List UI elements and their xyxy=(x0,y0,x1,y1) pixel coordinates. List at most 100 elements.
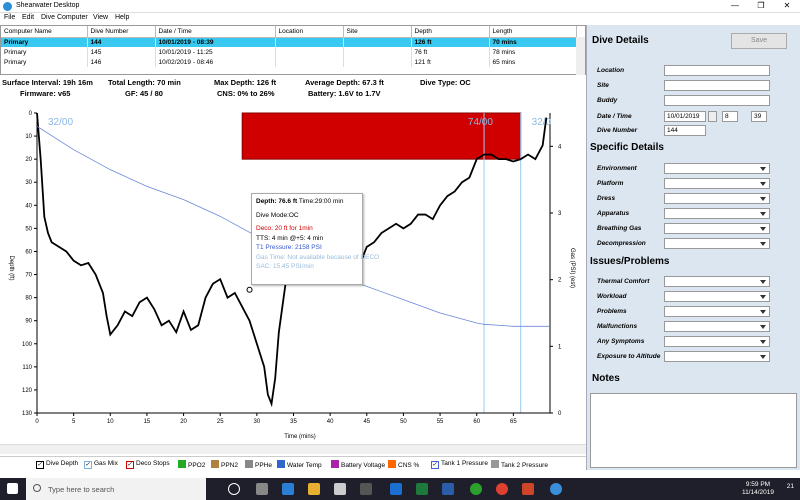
checkbox-unchecked-icon[interactable] xyxy=(178,460,186,468)
quickbooks-icon[interactable] xyxy=(470,483,482,495)
column-header[interactable]: Date / Time xyxy=(155,26,276,38)
taskbar-search[interactable]: Type here to search xyxy=(26,478,206,500)
store-icon[interactable] xyxy=(334,483,346,495)
issues-dropdown[interactable] xyxy=(664,336,770,347)
close-button[interactable]: ✕ xyxy=(783,1,791,10)
specific-dropdown[interactable] xyxy=(664,238,770,249)
legend-item[interactable]: ✓ Tank 1 Pressure xyxy=(431,460,488,469)
table-row[interactable]: Primary 144 10/01/2019 - 08:39 126 ft 70… xyxy=(1,37,577,47)
title-bar: Shearwater Desktop — ❐ ✕ xyxy=(0,0,800,13)
shearwater-taskbar-icon[interactable] xyxy=(550,483,562,495)
column-header[interactable]: Location xyxy=(275,26,344,38)
legend-label: PPHe xyxy=(255,462,272,469)
column-header[interactable]: Length xyxy=(489,26,577,38)
specific-dropdown[interactable] xyxy=(664,178,770,189)
buddy-input[interactable] xyxy=(664,95,770,106)
checkbox-unchecked-icon[interactable] xyxy=(331,460,339,468)
checkbox-checked-icon[interactable]: ✓ xyxy=(84,461,92,469)
legend-item[interactable]: ✓ Gas Mix xyxy=(84,460,118,469)
checkbox-unchecked-icon[interactable] xyxy=(211,460,219,468)
issues-dropdown[interactable] xyxy=(664,291,770,302)
date-input[interactable]: 10/01/2019 xyxy=(664,111,706,122)
column-header[interactable]: Dive Number xyxy=(87,26,156,38)
minute-spinner[interactable]: 39 xyxy=(751,111,767,122)
menu-help[interactable]: Help xyxy=(115,14,130,21)
save-button[interactable]: Save xyxy=(731,33,787,49)
maximize-button[interactable]: ❐ xyxy=(757,1,765,10)
checkbox-checked-icon[interactable]: ✓ xyxy=(36,461,44,469)
cns-range: CNS: 0% to 26% xyxy=(217,89,275,98)
location-input[interactable] xyxy=(664,65,770,76)
legend-item[interactable]: Battery Voltage xyxy=(331,460,385,469)
checkbox-unchecked-icon[interactable] xyxy=(245,460,253,468)
dive-number-input[interactable]: 144 xyxy=(664,125,706,136)
excel-icon[interactable] xyxy=(416,483,428,495)
edge-icon[interactable] xyxy=(282,483,294,495)
word-icon[interactable] xyxy=(442,483,454,495)
chevron-down-icon xyxy=(760,167,766,171)
specific-dropdown[interactable] xyxy=(664,223,770,234)
legend-label: Tank 2 Pressure xyxy=(501,462,548,469)
legend-item[interactable]: Tank 2 Pressure xyxy=(491,460,548,469)
issues-dropdown[interactable] xyxy=(664,306,770,317)
legend-item[interactable]: PPO2 xyxy=(178,460,205,469)
x-axis-label: Time (mins) xyxy=(284,434,315,440)
y-tick-label: 30 xyxy=(25,180,32,186)
file-explorer-icon[interactable] xyxy=(308,483,320,495)
legend-item[interactable]: PPHe xyxy=(245,460,272,469)
notes-textarea[interactable] xyxy=(590,393,797,468)
minimize-button[interactable]: — xyxy=(731,1,739,10)
app-icon-2[interactable] xyxy=(360,483,372,495)
legend-item[interactable]: CNS % xyxy=(388,460,419,469)
checkbox-unchecked-icon[interactable] xyxy=(277,460,285,468)
table-scrollbar[interactable] xyxy=(576,37,585,75)
chevron-down-icon xyxy=(760,355,766,359)
y2-axis-label: Gas (PSI) (est) xyxy=(569,248,575,288)
column-header[interactable]: Depth xyxy=(411,26,490,38)
task-view-icon[interactable] xyxy=(256,483,268,495)
table-cell: 76 ft xyxy=(411,47,490,57)
menu-file[interactable]: File xyxy=(4,14,16,21)
tooltip-sac: SAC: 15.45 PSI/min xyxy=(256,263,314,270)
legend-label: PPN2 xyxy=(221,462,238,469)
issues-dropdown[interactable] xyxy=(664,351,770,362)
outlook-icon[interactable] xyxy=(390,483,402,495)
table-row[interactable]: Primary 145 10/01/2019 - 11:25 76 ft 78 … xyxy=(1,47,577,57)
site-input[interactable] xyxy=(664,80,770,91)
menu-edit[interactable]: Edit xyxy=(22,14,35,21)
issues-dropdown[interactable] xyxy=(664,321,770,332)
windows-start-icon[interactable] xyxy=(7,483,18,494)
table-cell: 78 mins xyxy=(489,47,577,57)
chart-scrollbar[interactable] xyxy=(0,444,586,454)
hover-marker xyxy=(246,286,253,293)
calendar-icon[interactable] xyxy=(708,111,717,122)
legend-item[interactable]: ✓ Deco Stops xyxy=(126,460,170,469)
specific-dropdown[interactable] xyxy=(664,208,770,219)
issues-dropdown[interactable] xyxy=(664,276,770,287)
gas-mix-label: 32/0 xyxy=(532,117,552,128)
hour-spinner[interactable]: 8 xyxy=(722,111,738,122)
specific-dropdown[interactable] xyxy=(664,193,770,204)
chrome-icon[interactable] xyxy=(496,483,508,495)
column-header[interactable]: Computer Name xyxy=(1,26,88,38)
powerpoint-icon[interactable] xyxy=(522,483,534,495)
table-row[interactable]: Primary 146 10/02/2019 - 08:46 121 ft 65… xyxy=(1,57,577,67)
cortana-icon[interactable] xyxy=(228,483,240,495)
notifications-icon[interactable]: 21 xyxy=(786,483,794,490)
column-header[interactable]: Site xyxy=(343,26,412,38)
system-clock[interactable]: 9:59 PM 11/14/2019 xyxy=(742,481,774,497)
app-icon xyxy=(3,2,12,11)
checkbox-checked-icon[interactable]: ✓ xyxy=(431,461,439,469)
legend-item[interactable]: ✓ Dive Depth xyxy=(36,460,78,469)
checkbox-checked-icon[interactable]: ✓ xyxy=(126,461,134,469)
dive-profile-chart[interactable]: 0 10 20 30 40 50 60 70 80 90 100 110 120 130 0 5 10 15 20 2… xyxy=(0,103,586,443)
menu-view[interactable]: View xyxy=(93,14,109,21)
legend-item[interactable]: Water Temp xyxy=(277,460,322,469)
checkbox-unchecked-icon[interactable] xyxy=(491,460,499,468)
specific-dropdown[interactable] xyxy=(664,163,770,174)
legend-item[interactable]: PPN2 xyxy=(211,460,238,469)
menu-dive-computer[interactable]: Dive Computer xyxy=(41,14,88,21)
x-tick-label: 20 xyxy=(180,419,187,425)
checkbox-unchecked-icon[interactable] xyxy=(388,460,396,468)
y-tick-label: 0 xyxy=(29,111,33,117)
